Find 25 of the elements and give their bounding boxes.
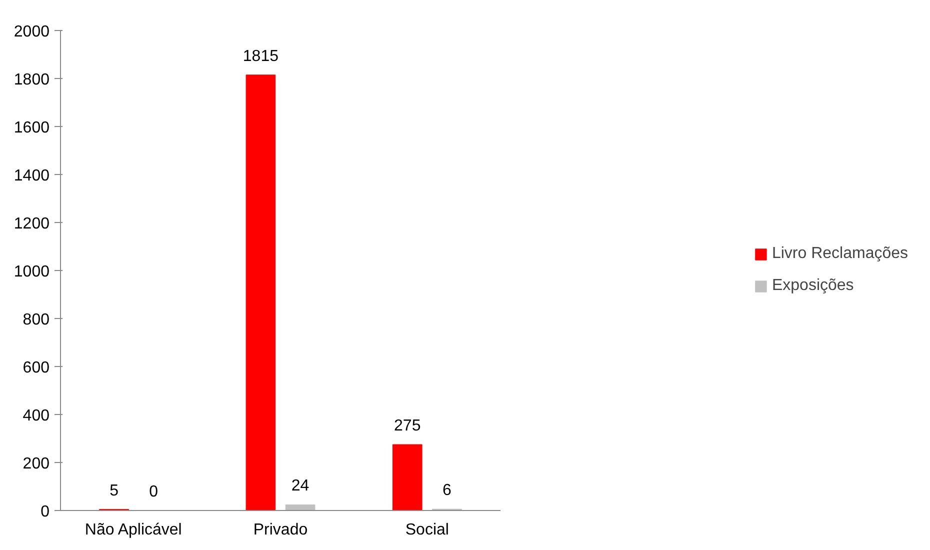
data-label: 6 xyxy=(442,482,452,500)
legend-label: Exposições xyxy=(772,277,854,295)
x-tick-label: Não Aplicável xyxy=(84,522,182,538)
y-tick-label: 1600 xyxy=(14,120,50,136)
y-tick-label: 1800 xyxy=(14,72,50,88)
y-tick-label: 1200 xyxy=(14,216,50,232)
legend-label: Livro Reclamações xyxy=(772,245,908,263)
y-tick-label: 1000 xyxy=(14,264,50,280)
x-tick-label: Social xyxy=(405,522,449,538)
data-label: 5 xyxy=(110,482,119,500)
data-label: 275 xyxy=(394,418,421,434)
data-label: 0 xyxy=(149,484,158,500)
data-label: 24 xyxy=(291,478,310,495)
bar xyxy=(285,504,316,510)
bar xyxy=(246,74,276,510)
y-tick-label: 400 xyxy=(22,408,50,424)
y-tick-label: 0 xyxy=(40,504,50,520)
x-tick-label: Privado xyxy=(253,522,308,538)
y-tick-label: 600 xyxy=(22,360,50,376)
bar xyxy=(392,444,422,510)
y-tick-label: 800 xyxy=(22,312,50,328)
y-tick-label: 1400 xyxy=(14,168,50,184)
data-label: 1815 xyxy=(242,48,279,65)
y-tick-label: 200 xyxy=(22,456,50,472)
y-tick-label: 2000 xyxy=(14,24,50,40)
